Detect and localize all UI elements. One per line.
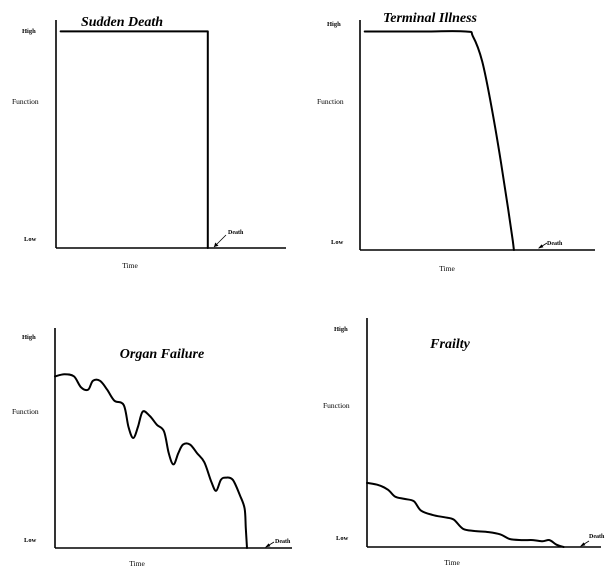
y-tick-low: Low (24, 236, 37, 243)
death-arrowhead (538, 244, 544, 249)
function-trajectory-line-terminal-illness (363, 30, 515, 251)
y-tick-high: High (22, 28, 36, 35)
chart-title: Organ Failure (120, 347, 204, 362)
y-axis-label: Function (12, 97, 39, 106)
death-arrowhead (214, 242, 219, 247)
x-axis-label: Time (444, 558, 460, 567)
y-tick-high: High (334, 326, 348, 333)
y-tick-low: Low (331, 239, 344, 246)
death-arrowhead (265, 543, 271, 548)
chart-title: Sudden Death (81, 15, 163, 30)
function-trajectory-line-sudden-death (59, 30, 209, 249)
chart-panel-sudden-death: Sudden Death High Function Low Time Deat… (0, 0, 300, 280)
y-axis-label: Function (323, 401, 350, 410)
chart-title: Terminal Illness (383, 11, 478, 26)
chart-svg-frailty: Frailty High Function Low Time Death (323, 318, 605, 567)
function-trajectory-line-organ-failure (54, 373, 248, 549)
x-axis-label: Time (439, 264, 455, 273)
y-tick-high: High (22, 334, 36, 341)
x-axis-label: Time (129, 559, 145, 568)
chart-title: Frailty (429, 337, 470, 352)
y-tick-low: Low (336, 535, 349, 542)
chart-panel-frailty: Frailty High Function Low Time Death (305, 290, 605, 568)
chart-svg-terminal-illness: Terminal Illness High Function Low Time … (317, 11, 595, 273)
death-arrowhead (580, 542, 586, 547)
chart-svg-organ-failure: Organ Failure High Function Low Time Dea… (12, 328, 292, 568)
function-trajectory-line-frailty (366, 481, 565, 548)
y-axis-label: Function (317, 97, 344, 106)
y-tick-high: High (327, 21, 341, 28)
death-annotation: Death (547, 241, 563, 247)
death-annotation: Death (275, 539, 291, 545)
y-axis-label: Function (12, 407, 39, 416)
chart-svg-sudden-death: Sudden Death High Function Low Time Deat… (12, 15, 286, 270)
x-axis-label: Time (122, 261, 138, 270)
death-annotation: Death (589, 534, 605, 540)
chart-panel-organ-failure: Organ Failure High Function Low Time Dea… (0, 290, 300, 568)
death-annotation: Death (228, 230, 244, 236)
y-tick-low: Low (24, 537, 37, 544)
chart-panel-terminal-illness: Terminal Illness High Function Low Time … (305, 0, 605, 280)
